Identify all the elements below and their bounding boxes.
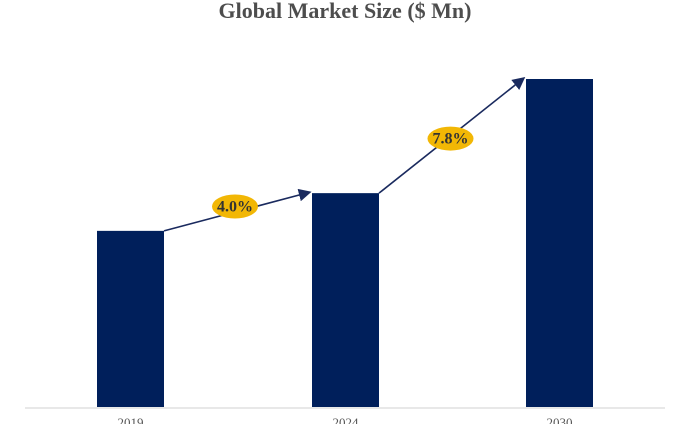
bar-2030	[526, 79, 593, 407]
chart-title: Global Market Size ($ Mn)	[219, 0, 472, 23]
bar-2019	[97, 230, 164, 407]
cagr-badge	[212, 194, 258, 219]
x-tick-label: 2024	[333, 415, 360, 424]
bar-2024	[312, 193, 379, 407]
cagr-label: 7.8%	[433, 131, 469, 148]
x-tick-label: 2019	[118, 415, 144, 424]
cagr-label: 4.0%	[217, 199, 253, 216]
x-tick-label: 2030	[547, 415, 573, 424]
cagr-badge	[427, 126, 474, 151]
